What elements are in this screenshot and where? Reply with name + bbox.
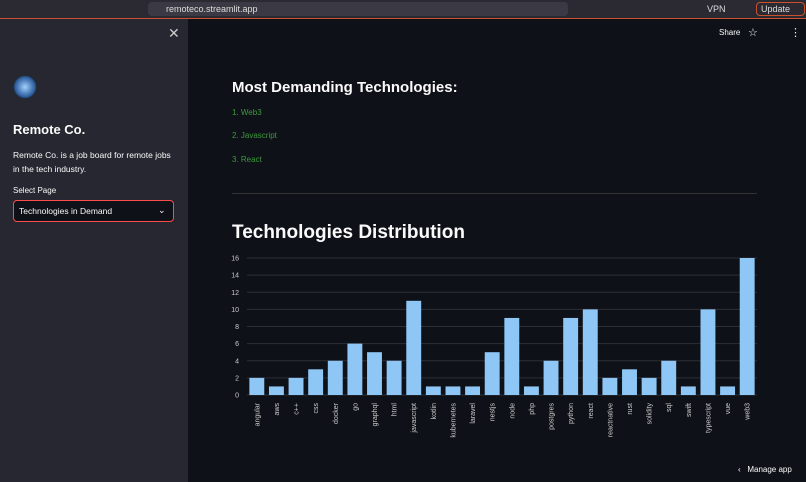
- x-tick-label: go: [352, 403, 359, 411]
- bar: [308, 369, 324, 395]
- bar: [641, 377, 657, 395]
- bar: [622, 369, 637, 395]
- select-arrow: ⌄: [158, 205, 166, 215]
- logo: [13, 75, 37, 99]
- x-tick-label: angular: [254, 402, 261, 426]
- divider: [232, 193, 757, 194]
- select-value: Technologies in Demand: [19, 206, 113, 216]
- bar: [327, 360, 343, 395]
- x-tick-label: node: [509, 403, 516, 419]
- y-tick-label: 12: [231, 290, 239, 297]
- bar: [582, 309, 598, 395]
- bar: [504, 317, 520, 395]
- sidebar: ✕ Remote Co. Remote Co. is a job board f…: [0, 19, 188, 482]
- y-tick-label: 6: [235, 341, 239, 348]
- page-select[interactable]: Technologies in Demand ⌄: [13, 200, 174, 222]
- bar: [347, 343, 363, 395]
- x-tick-label: vue: [725, 403, 732, 414]
- x-tick-label: react: [588, 403, 595, 419]
- bar: [680, 386, 696, 395]
- select-label: Select Page: [13, 186, 57, 195]
- manage-app[interactable]: ‹ Manage app: [738, 465, 792, 474]
- x-tick-label: php: [529, 403, 536, 415]
- close-button[interactable]: ✕: [168, 25, 180, 41]
- x-tick-label: postgres: [549, 403, 556, 430]
- x-tick-label: rust: [627, 403, 634, 415]
- bar: [445, 386, 461, 395]
- x-tick-label: sql: [666, 403, 673, 412]
- vpn-button[interactable]: VPN: [707, 4, 726, 14]
- bar: [425, 386, 441, 395]
- bar: [406, 300, 422, 395]
- list-item: 3. React: [232, 155, 262, 164]
- update-button[interactable]: Update: [756, 2, 806, 16]
- star-button[interactable]: ☆: [748, 27, 758, 39]
- y-tick-label: 8: [235, 324, 239, 331]
- heading: Most Demanding Technologies:: [232, 79, 458, 96]
- bar: [386, 360, 402, 395]
- x-tick-label: docker: [333, 402, 340, 424]
- bar: [543, 360, 559, 395]
- bar: [661, 360, 677, 395]
- y-tick-label: 10: [231, 307, 239, 314]
- bar: [249, 377, 265, 395]
- sidebar-title: Remote Co.: [13, 122, 86, 137]
- x-tick-label: kubernetes: [450, 403, 457, 438]
- x-tick-label: css: [313, 403, 320, 414]
- y-tick-label: 2: [235, 375, 239, 382]
- x-tick-label: nestjs: [490, 403, 497, 422]
- x-tick-label: solidity: [647, 403, 654, 425]
- y-tick-label: 16: [231, 256, 239, 263]
- bar: [720, 386, 736, 395]
- y-tick-label: 0: [235, 393, 239, 400]
- x-tick-label: html: [392, 403, 399, 417]
- x-tick-label: javascript: [411, 403, 418, 434]
- x-tick-label: aws: [274, 403, 281, 416]
- list-item: 2. Javascript: [232, 131, 277, 140]
- bar: [465, 386, 481, 395]
- bar: [288, 377, 304, 395]
- x-tick-label: swift: [686, 403, 693, 417]
- bar: [484, 352, 500, 395]
- x-tick-label: reactnative: [607, 403, 614, 437]
- chart-title: Technologies Distribution: [232, 222, 465, 243]
- x-tick-label: web3: [745, 403, 752, 421]
- manage-app-label: Manage app: [747, 465, 792, 474]
- menu-button[interactable]: ⋮: [790, 27, 801, 39]
- bar: [739, 258, 755, 395]
- list-item: 1. Web3: [232, 108, 262, 117]
- x-tick-label: c++: [294, 403, 301, 415]
- sidebar-description: Remote Co. is a job board for remote job…: [13, 150, 171, 174]
- bar: [268, 386, 284, 395]
- bar: [563, 317, 579, 395]
- x-tick-label: kotlin: [431, 403, 438, 419]
- bar: [602, 377, 618, 395]
- browser-bar: remoteco.streamlit.app VPN Update: [0, 0, 806, 19]
- bar: [367, 352, 382, 395]
- bar: [523, 386, 539, 395]
- x-tick-label: graphql: [372, 403, 379, 427]
- y-tick-label: 4: [235, 358, 239, 365]
- url-bar[interactable]: remoteco.streamlit.app: [148, 2, 568, 16]
- bar: [700, 309, 716, 395]
- x-tick-label: typescript: [705, 403, 712, 433]
- x-tick-label: laravel: [470, 403, 477, 424]
- y-tick-label: 14: [231, 273, 239, 280]
- x-tick-label: python: [568, 403, 575, 424]
- share-button[interactable]: Share: [719, 28, 741, 37]
